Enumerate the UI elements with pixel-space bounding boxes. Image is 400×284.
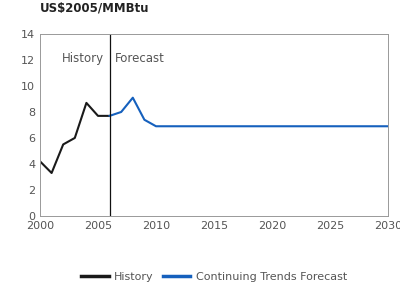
Legend: History, Continuing Trends Forecast: History, Continuing Trends Forecast xyxy=(76,268,352,284)
Text: US$2005/MMBtu: US$2005/MMBtu xyxy=(40,2,150,15)
Text: Forecast: Forecast xyxy=(115,52,165,65)
Text: History: History xyxy=(62,52,104,65)
